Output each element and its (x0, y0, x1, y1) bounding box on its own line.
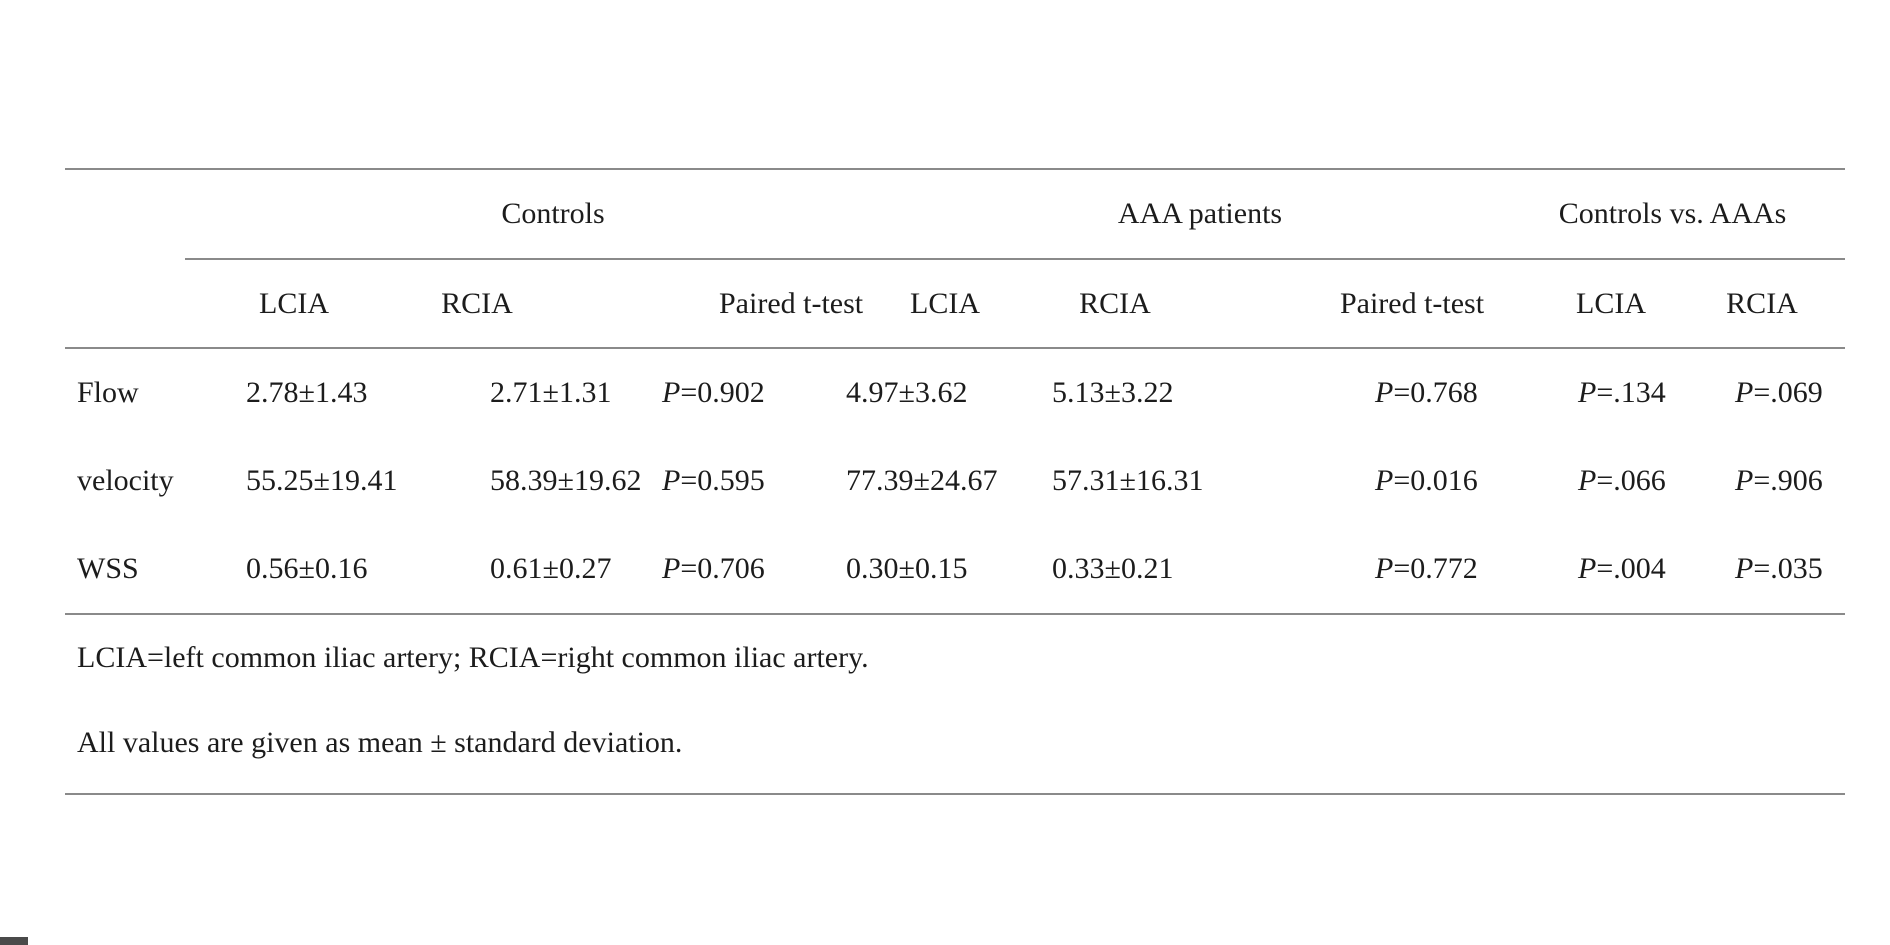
table-cell: 0.33±0.21 (1015, 525, 1240, 615)
subheader-aaa-rcia: RCIA (1015, 259, 1240, 349)
table-row: velocity 55.25±19.41 58.39±19.62 P=0.595 77.… (65, 437, 1845, 525)
stub-subheader-cell (65, 259, 185, 349)
row-label: WSS (65, 525, 185, 615)
subheader-controls-paired-t-test: Paired t-test (645, 259, 863, 349)
group-header-row: Controls AAA patients Controls vs. AAAs (65, 168, 1846, 260)
table-cell: P=0.595 (662, 464, 765, 497)
table-cell: 0.56±0.16 (185, 525, 420, 615)
table-cell: P=.069 (1735, 376, 1823, 409)
results-table: Controls AAA patients Controls vs. AAAs … (65, 168, 1846, 615)
table-notes: LCIA=left common iliac artery; RCIA=righ… (65, 615, 1845, 785)
subheader-aaa-lcia: LCIA (825, 259, 1015, 349)
table-cell: P=.035 (1690, 525, 1846, 615)
table-cell: P=0.706 (645, 525, 825, 615)
paper-table-block: Controls AAA patients Controls vs. AAAs … (65, 168, 1846, 795)
note-abbreviations: LCIA=left common iliac artery; RCIA=righ… (77, 641, 869, 674)
table-cell: 2.71±1.31 (490, 376, 612, 409)
screen-corner-artifact (0, 937, 28, 945)
table-cell: P=0.772 (1240, 525, 1521, 615)
table-row: Flow 2.78±1.43 2.71±1.31 P=0.902 4.97±3.62 5.… (65, 348, 1845, 437)
group-header-aaa-patients: AAA patients (825, 168, 1521, 260)
table-cell: P=.134 (1578, 376, 1666, 409)
group-header-controls-vs-aaas: Controls vs. AAAs (1520, 168, 1846, 260)
subheader-vs-rcia: RCIA (1690, 259, 1846, 349)
table-cell: 0.61±0.27 (420, 525, 645, 615)
table-cell: 55.25±19.41 (246, 464, 398, 497)
table-cell: P=0.902 (662, 376, 765, 409)
row-label: Flow (77, 376, 139, 409)
stub-header-cell (65, 168, 185, 259)
table-cell: 2.78±1.43 (246, 376, 368, 409)
table-row: WSS 0.56±0.16 0.61±0.27 P=0.706 0.30±0.15 0.3… (65, 525, 1846, 615)
table-cell: P=.906 (1735, 464, 1823, 497)
table-cell: 58.39±19.62 (490, 464, 642, 497)
subheader-aaa-paired-t-test: Paired t-test (1240, 259, 1521, 349)
group-header-controls: Controls (185, 168, 825, 260)
table-cell: 57.31±16.31 (1052, 464, 1204, 497)
row-label: velocity (77, 464, 174, 497)
table-cell: P=.066 (1578, 464, 1666, 497)
subheader-controls-rcia: RCIA (420, 259, 645, 349)
table-cell: 4.97±3.62 (846, 376, 968, 409)
table-cell: 5.13±3.22 (1052, 376, 1174, 409)
table-cell: P=.004 (1520, 525, 1691, 615)
bottom-rule (65, 793, 1845, 795)
table-cell: 0.30±0.15 (825, 525, 1015, 615)
table-cell: P=0.768 (1375, 376, 1478, 409)
table-cell: P=0.016 (1375, 464, 1478, 497)
note-mean-sd: All values are given as mean ± standard … (77, 726, 683, 759)
subheader-vs-lcia: LCIA (1520, 259, 1691, 349)
subheader-row: LCIA RCIA Paired t-test LCIA RCIA Paired… (65, 259, 1846, 349)
table-cell: 77.39±24.67 (846, 464, 998, 497)
subheader-controls-lcia: LCIA (185, 259, 420, 349)
